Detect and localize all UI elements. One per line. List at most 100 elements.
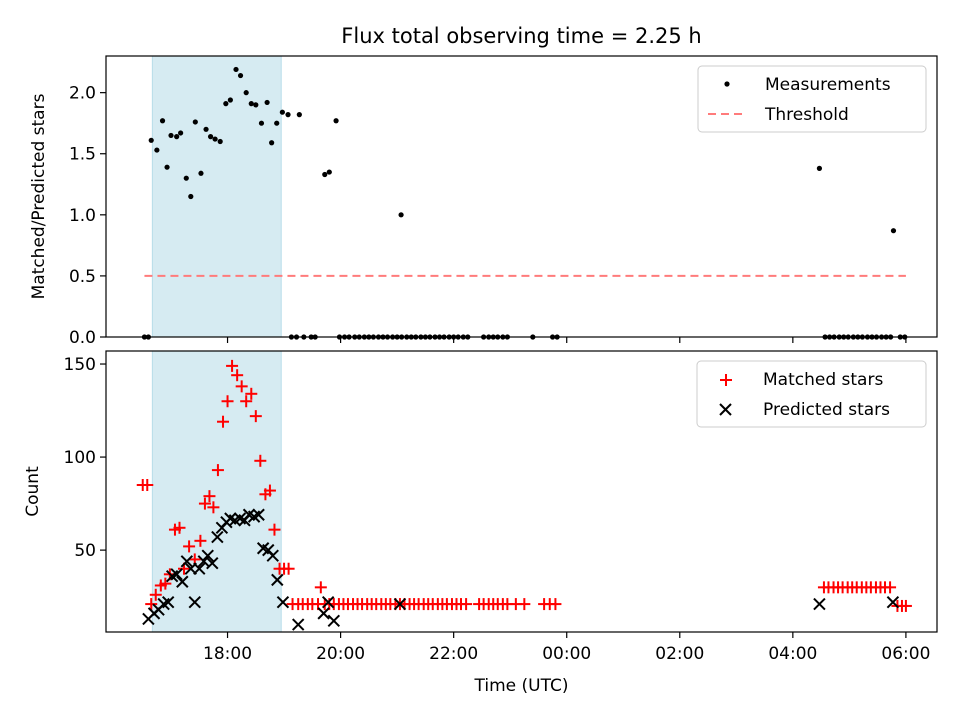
measurement-point (178, 130, 184, 136)
matched-star-point (207, 501, 220, 514)
top-y-tick-label: 0.5 (69, 267, 96, 287)
predicted-star-point (201, 549, 214, 562)
top-axes-frame (105, 55, 938, 338)
chart-title: Flux total observing time = 2.25 h (341, 24, 701, 48)
measurement-point (816, 165, 823, 171)
matched-star-point (549, 598, 562, 611)
legend-matched-marker (720, 374, 732, 386)
measurement-point (188, 193, 194, 200)
matched-stars-points (136, 359, 912, 612)
measurement-point (322, 171, 328, 178)
predicted-stars-points (142, 508, 900, 631)
measurement-point (237, 72, 244, 79)
matched-star-point (173, 521, 186, 534)
x-axis-label: Time (UTC) (474, 676, 569, 696)
bottom-legend: Matched stars Predicted stars (696, 360, 927, 428)
legend-threshold-label: Threshold (764, 105, 849, 125)
measurement-point (269, 140, 275, 146)
predicted-star-point (252, 508, 265, 521)
top-y-axis-label: Matched/Predicted stars (29, 93, 49, 299)
predicted-star-point (193, 562, 206, 575)
legend-matched-label: Matched stars (763, 370, 883, 390)
bottom-panel-count-chart: 50 100 150 18:00 20:00 22:00 00:00 02:00 04:00 0… (23, 350, 938, 696)
bottom-y-tick-label: 150 (64, 355, 96, 375)
predicted-star-point (206, 556, 219, 570)
measurement-point (890, 228, 897, 234)
matched-star-point (194, 534, 207, 547)
bottom-y-tick-label: 100 (64, 448, 96, 468)
predicted-star-point (813, 597, 826, 611)
measurement-point (217, 138, 223, 145)
predicted-star-point (271, 573, 284, 587)
bottom-legend-box (696, 360, 927, 428)
measurement-point (164, 164, 170, 170)
matched-star-point (211, 464, 224, 477)
bottom-axes-frame (105, 350, 938, 633)
predicted-star-point (176, 575, 189, 588)
measurement-point (203, 126, 209, 132)
measurement-point (223, 101, 229, 107)
matched-star-point (221, 395, 234, 408)
measurement-point (243, 90, 249, 96)
legend-predicted-marker (719, 403, 732, 416)
matched-star-point (899, 599, 912, 612)
bottom-x-tick-label: 20:00 (316, 644, 365, 664)
predicted-star-point (327, 614, 341, 628)
measurement-point (326, 169, 332, 175)
legend-measurements-label: Measurements (765, 75, 891, 95)
top-y-tick-label: 2.0 (69, 84, 96, 104)
top-x-axis-ticks (226, 337, 907, 343)
matched-star-point (159, 577, 172, 590)
predicted-star-point (393, 597, 407, 611)
measurement-point (148, 137, 154, 143)
bottom-x-tick-label: 18:00 (203, 644, 252, 664)
measurement-point (264, 99, 270, 106)
legend-predicted-label: Predicted stars (763, 400, 890, 420)
matched-star-point (254, 454, 267, 467)
predicted-star-point (170, 568, 183, 581)
measurement-point (207, 134, 214, 140)
top-observing-window-span (151, 55, 282, 338)
bottom-x-axis-ticks: 18:00 20:00 22:00 00:00 02:00 04:00 06:00 (203, 632, 930, 664)
measurement-point (285, 112, 291, 118)
measurement-point (212, 136, 218, 142)
top-y-axis-ticks: 0.0 0.5 1.0 1.5 2.0 (69, 84, 106, 348)
measurement-point (174, 134, 180, 140)
matched-star-point (460, 598, 473, 611)
measurement-point (248, 101, 254, 107)
measurement-point (192, 119, 198, 125)
predicted-star-point (266, 549, 279, 562)
predicted-star-point (276, 596, 290, 609)
matched-star-point (183, 540, 196, 553)
measurement-point (296, 112, 302, 118)
top-panel-ratio-chart: 0.00.51.01.52.0 Matched/Predicted stars … (29, 55, 938, 348)
predicted-star-point (161, 596, 175, 609)
matched-star-point (145, 598, 158, 611)
matched-star-point (198, 497, 211, 510)
predicted-star-point (317, 607, 330, 620)
matched-star-point (203, 490, 216, 503)
matched-star-point (235, 380, 248, 393)
predicted-star-point (211, 530, 224, 544)
predicted-star-point (886, 596, 900, 609)
measurement-point (154, 147, 160, 153)
matched-star-point (231, 369, 244, 382)
matched-star-point (884, 581, 897, 594)
matched-star-point (314, 581, 327, 594)
bottom-x-tick-label: 06:00 (881, 644, 930, 664)
measurement-point (398, 212, 404, 218)
measurement-point (168, 132, 174, 139)
measurement-point (198, 170, 204, 176)
measurement-point (227, 97, 233, 103)
bottom-x-tick-label: 04:00 (768, 644, 817, 664)
matched-star-point (149, 588, 162, 601)
bottom-y-axis-ticks: 50 100 150 (64, 355, 106, 561)
matched-star-point (226, 359, 239, 372)
top-y-tick-label: 0.0 (69, 328, 96, 348)
matched-star-point (245, 387, 258, 400)
matched-star-point (141, 478, 154, 491)
predicted-star-point (180, 555, 194, 568)
top-legend-box (697, 65, 927, 133)
measurement-point (333, 118, 339, 124)
